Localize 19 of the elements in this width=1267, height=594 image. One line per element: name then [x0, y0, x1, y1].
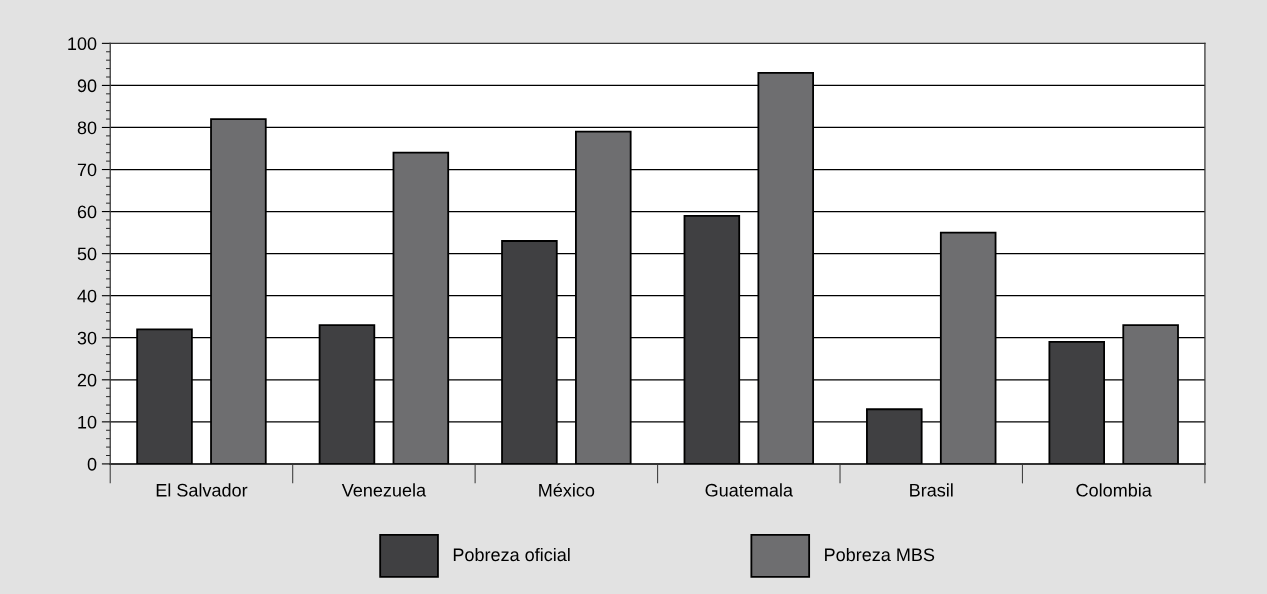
y-tick-label: 100 — [68, 37, 97, 51]
x-tick-label: México — [539, 483, 595, 497]
y-tick-label: 10 — [78, 415, 97, 429]
y-tick-label: 70 — [77, 163, 97, 177]
y-tick-label: 30 — [77, 331, 97, 345]
y-tick-label: 20 — [77, 373, 97, 387]
legend-label: Pobreza oficial — [453, 547, 570, 562]
x-tick-label: Guatemala — [705, 483, 793, 497]
y-tick-label: 90 — [77, 79, 97, 93]
y-tick-label: 40 — [77, 289, 97, 303]
y-tick-label: 60 — [77, 205, 97, 219]
x-tick-label: Colombia — [1076, 483, 1152, 497]
legend-label: Pobreza MBS — [825, 547, 935, 562]
y-tick-label: 80 — [77, 121, 97, 135]
y-tick-label: 50 — [77, 247, 97, 261]
y-tick-label: 0 — [87, 457, 97, 471]
x-tick-label: Venezuela — [341, 483, 427, 497]
x-tick-label: Brasil — [910, 483, 953, 497]
x-tick-label: El Salvador — [156, 483, 248, 497]
